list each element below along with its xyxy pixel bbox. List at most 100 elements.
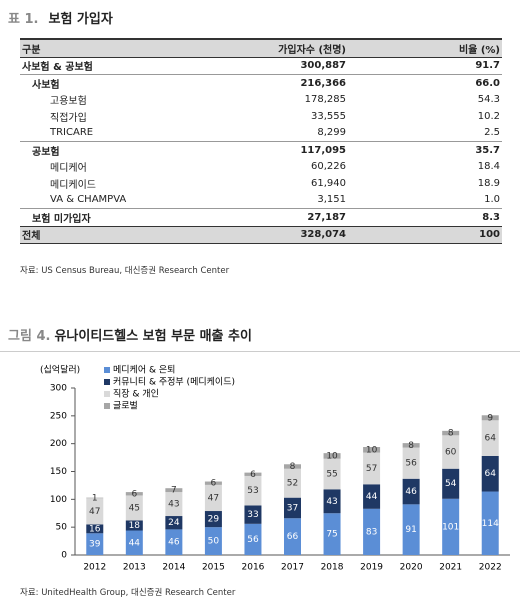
x-tick-label: 2019: [360, 563, 383, 573]
legend-label: 커뮤니티 & 주정부 (메디케이드): [113, 377, 235, 388]
table-row: 메디케어 60,226 18.4: [20, 159, 502, 176]
legend-label: 직장 & 개인: [113, 389, 159, 400]
table-cell: 직접가입: [50, 112, 87, 124]
data-label: 56: [247, 535, 259, 545]
bar-segment: [244, 523, 262, 555]
table-source: 자료: US Census Bureau, 대신증권 Research Cent…: [20, 266, 230, 276]
data-label: 43: [168, 500, 179, 510]
table-cell: 61,940: [311, 177, 346, 189]
table-cell: 2.5: [484, 127, 500, 139]
data-label: 43: [326, 497, 337, 507]
bar-segment: [125, 492, 143, 496]
table-row: 사보험 & 공보험 300,887 91.7: [20, 57, 502, 75]
bar-segment: [402, 504, 420, 555]
chart-title: 유나이티드헬스 보험 부문 매출 추이: [54, 329, 252, 344]
data-label: 24: [168, 518, 180, 528]
table-cell: 66.0: [348, 74, 502, 92]
bar-segment: [86, 524, 104, 534]
data-label: 54: [445, 479, 457, 489]
table-cell: TRICARE: [50, 127, 94, 139]
table-cell: 300,887: [300, 60, 346, 72]
bar-segment: [204, 511, 222, 528]
bar-segment: [244, 475, 262, 506]
bar-segment: [86, 498, 104, 525]
bar-segment: [165, 492, 183, 517]
data-label: 75: [326, 530, 337, 540]
bar-segment: [323, 513, 341, 555]
data-label: 47: [89, 507, 100, 517]
data-label: 114: [482, 519, 499, 529]
bar-segment: [442, 430, 460, 436]
table-cell: 100: [348, 225, 502, 244]
bar-segment: [204, 527, 222, 555]
data-label: 46: [168, 538, 180, 548]
bar-segment: [165, 488, 183, 493]
table-cell: 가입자수 (천명): [194, 38, 348, 58]
table-row: 보험 미가입자 27,187 8.3: [20, 208, 502, 226]
bar-segment: [165, 516, 183, 530]
bar-segment: [244, 505, 262, 524]
data-label: 6: [131, 489, 137, 499]
data-label: 7: [171, 486, 177, 496]
bar-segment: [284, 464, 301, 469]
table-cell: VA & CHAMPVA: [50, 194, 127, 206]
table-label: 표 1.: [8, 12, 39, 27]
legend-label: 글로벌: [113, 401, 138, 412]
x-tick-label: 2017: [281, 563, 304, 573]
bar-segment: [284, 518, 301, 555]
table-title-block: 표 1. 보험 가입자: [8, 8, 113, 27]
table-cell: 8,299: [317, 127, 346, 139]
data-label: 56: [405, 459, 417, 469]
data-label: 9: [487, 413, 493, 423]
data-label: 55: [326, 470, 337, 480]
data-label: 16: [89, 524, 101, 534]
table-row: 전체 328,074 100: [20, 225, 502, 244]
data-label: 29: [208, 515, 220, 525]
data-label: 37: [287, 503, 298, 513]
table-row: 메디케이드 61,940 18.9: [20, 175, 502, 192]
bar-segment: [402, 443, 420, 448]
table-row: 공보험 117,095 35.7: [20, 141, 502, 159]
data-label: 57: [366, 464, 377, 474]
x-tick-label: 2015: [202, 563, 225, 573]
data-label: 10: [366, 445, 378, 455]
x-tick-label: 2021: [439, 563, 462, 573]
data-label: 66: [287, 532, 299, 542]
bar-segment: [363, 447, 381, 453]
table-row: 고용보험 178,285 54.3: [20, 92, 502, 109]
bar-segment: [125, 495, 143, 521]
table: 구분 가입자수 (천명) 비율 (%) 사보험 & 공보험 300,887 91.7 사보험…: [20, 38, 502, 244]
bar-segment: [204, 484, 222, 512]
table-cell: 60,226: [311, 161, 346, 173]
bar-segment: [402, 478, 420, 505]
data-label: 44: [366, 492, 378, 502]
table-row: TRICARE 8,299 2.5: [20, 125, 502, 142]
legend-swatch: [104, 367, 110, 373]
table-cell: 공보험: [20, 141, 194, 159]
data-label: 52: [287, 479, 298, 489]
legend-swatch: [104, 403, 110, 409]
x-tick-label: 2013: [123, 563, 146, 573]
data-label: 8: [448, 429, 454, 439]
table-cell: 1.0: [484, 194, 500, 206]
bar-segment: [204, 481, 222, 485]
x-tick-label: 2018: [321, 563, 344, 573]
bar-segment: [481, 420, 499, 456]
legend-swatch: [104, 391, 110, 397]
table-cell: 구분: [20, 38, 194, 58]
data-label: 1: [92, 493, 98, 503]
bar-segment: [442, 468, 460, 499]
data-label: 10: [326, 451, 338, 461]
bar-segment: [363, 508, 381, 555]
y-tick-label: 200: [50, 439, 67, 449]
table-cell: 10.2: [477, 110, 500, 122]
bar-segment: [363, 452, 381, 485]
table-cell: 328,074: [194, 225, 348, 244]
y-tick-label: 150: [50, 467, 67, 477]
table-cell: 35.7: [348, 141, 502, 159]
data-label: 44: [129, 538, 141, 548]
table-cell: 메디케이드: [50, 179, 96, 191]
y-tick-label: 50: [56, 523, 68, 533]
table-cell: 사보험: [20, 74, 194, 92]
